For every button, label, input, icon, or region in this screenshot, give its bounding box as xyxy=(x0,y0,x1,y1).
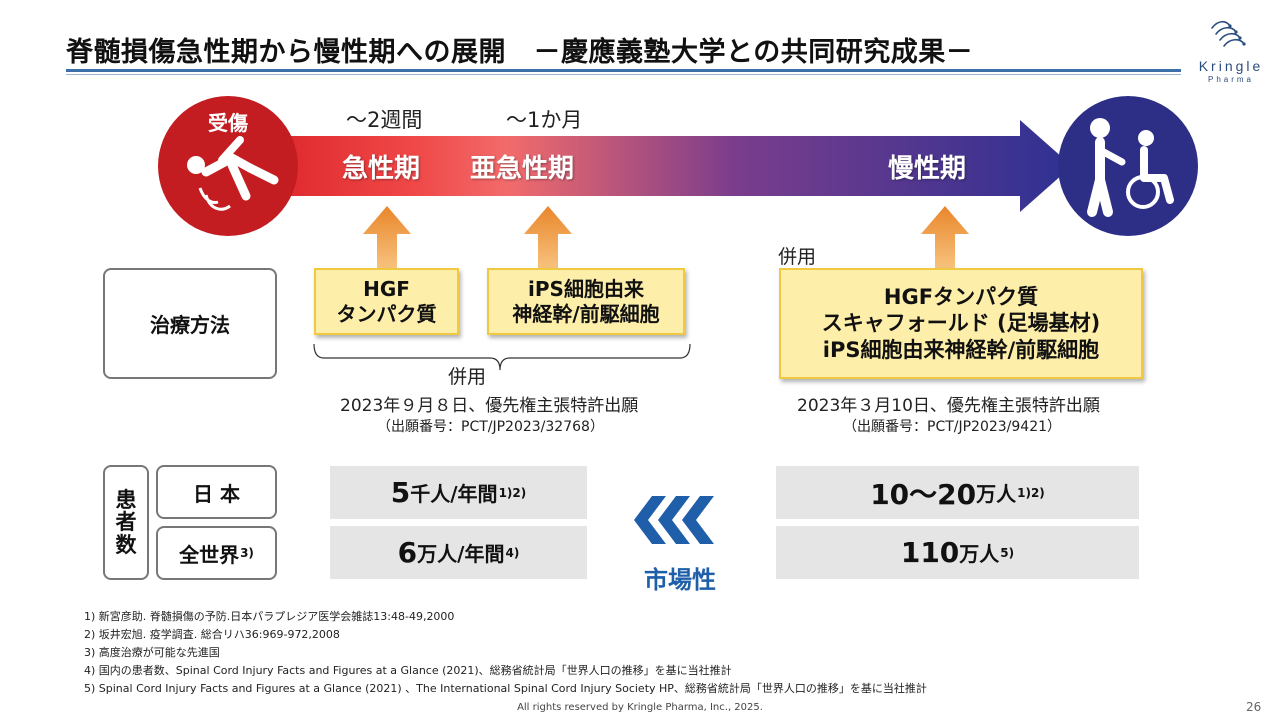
acute-duration: ～2週間 xyxy=(346,108,423,132)
treatment-method-label: 治療方法 xyxy=(103,268,277,379)
hgf-box-line1: HGF xyxy=(363,276,410,301)
combined-use-label-left: 併用 xyxy=(448,366,487,388)
title-underline xyxy=(66,69,1181,72)
footnote-item: 5) Spinal Cord Injury Facts and Figures … xyxy=(84,682,927,695)
value-number: 10～20 xyxy=(870,477,977,511)
logo-subtitle: Pharma xyxy=(1207,75,1254,84)
value-footnote: 4) xyxy=(505,545,520,560)
value-unit: 千人/年間 xyxy=(410,482,498,506)
logo-wordmark: Kringle xyxy=(1198,58,1264,74)
combined-therapy-box: HGFタンパク質 スキャフォールド (足場基材) iPS細胞由来神経幹/前駆細胞 xyxy=(779,268,1143,379)
value-number: 110 xyxy=(900,536,960,569)
japan-chronic-patients: 10～20 万人 1)2) xyxy=(776,466,1139,519)
world-acute-patients: 6 万人/年間 4) xyxy=(330,526,587,579)
footnote-item: 4) 国内の患者数、Spinal Cord Injury Facts and F… xyxy=(84,664,732,677)
world-chronic-patients: 110 万人 5) xyxy=(776,526,1139,579)
up-arrow-chronic xyxy=(921,206,969,268)
value-unit: 万人/年間 xyxy=(417,542,505,566)
patients-label-char: 患 xyxy=(115,488,137,513)
wheelchair-caregiver-icon xyxy=(1087,118,1174,217)
combined-box-line1: HGFタンパク質 xyxy=(883,285,1039,310)
page-title: 脊髄損傷急性期から慢性期への展開 －慶應義塾大学との共同研究成果－ xyxy=(66,37,974,68)
phase-acute: 急性期 xyxy=(342,154,421,184)
ips-box-line1: iPS細胞由来 xyxy=(528,276,644,301)
phase-subacute: 亜急性期 xyxy=(470,154,575,184)
value-unit: 万人 xyxy=(959,542,1000,566)
up-arrow-acute xyxy=(363,206,411,268)
region-japan-label: 日 本 xyxy=(193,481,240,506)
footnote-item: 3) 高度治療が可能な先進国 xyxy=(84,646,220,659)
value-number: 5 xyxy=(390,476,411,509)
region-world-footnote: 3) xyxy=(240,546,254,560)
ips-box-line2: 神経幹/前駆細胞 xyxy=(512,301,660,326)
injury-label: 受傷 xyxy=(208,111,248,135)
patent-date-left: 2023年９月８日、優先権主張特許出願 xyxy=(340,396,639,416)
region-world-label: 全世界 xyxy=(179,542,240,567)
patients-label-char: 数 xyxy=(115,532,137,557)
hgf-box-line2: タンパク質 xyxy=(336,301,437,326)
kringle-logo-icon xyxy=(1211,20,1246,47)
patent-date-right: 2023年３月10日、優先権主張特許出願 xyxy=(797,396,1100,416)
value-footnote: 1)2) xyxy=(1017,485,1045,500)
footnotes: 1) 新宮彦助. 脊髄損傷の予防.日本パラプレジア医学会雑誌13:48-49,2… xyxy=(84,608,927,698)
copyright: All rights reserved by Kringle Pharma, I… xyxy=(517,702,763,713)
combination-bracket xyxy=(313,343,691,371)
value-number: 6 xyxy=(397,536,418,569)
page-number: 26 xyxy=(1246,700,1262,714)
value-footnote: 5) xyxy=(1000,545,1015,560)
market-label: 市場性 xyxy=(644,566,716,594)
company-logo: Kringle Pharma xyxy=(1192,16,1270,86)
timeline-arrow xyxy=(230,120,1072,212)
region-world: 全世界 3) xyxy=(156,526,277,580)
region-japan: 日 本 xyxy=(156,465,277,519)
triple-chevron-left-icon xyxy=(634,496,714,544)
chronic-circle xyxy=(1058,96,1198,236)
patients-label: 患 者 数 xyxy=(103,465,149,580)
title-underline-thin xyxy=(66,74,1181,75)
value-footnote: 1)2) xyxy=(498,485,527,500)
japan-acute-patients: 5 千人/年間 1)2) xyxy=(330,466,587,519)
value-unit: 万人 xyxy=(976,482,1017,506)
footnote-item: 1) 新宮彦助. 脊髄損傷の予防.日本パラプレジア医学会雑誌13:48-49,2… xyxy=(84,610,455,623)
hgf-protein-box: HGF タンパク質 xyxy=(314,268,459,335)
combined-box-line3: iPS細胞由来神経幹/前駆細胞 xyxy=(822,337,1100,362)
patent-number-left: （出願番号：PCT/JP2023/32768） xyxy=(377,419,604,435)
combined-use-label-right: 併用 xyxy=(778,246,817,268)
subacute-duration: ～1か月 xyxy=(506,108,583,132)
footnote-item: 2) 坂井宏旭. 疫学調査. 総合リハ36:969-972,2008 xyxy=(84,628,340,641)
phase-chronic: 慢性期 xyxy=(888,154,967,184)
ips-cell-box: iPS細胞由来 神経幹/前駆細胞 xyxy=(487,268,685,335)
patients-label-char: 者 xyxy=(115,510,137,535)
falling-person-icon xyxy=(187,136,279,211)
combined-box-line2: スキャフォールド (足場基材) xyxy=(821,311,1101,336)
patent-number-right: （出願番号：PCT/JP2023/9421） xyxy=(843,419,1062,435)
up-arrow-subacute xyxy=(524,206,572,268)
